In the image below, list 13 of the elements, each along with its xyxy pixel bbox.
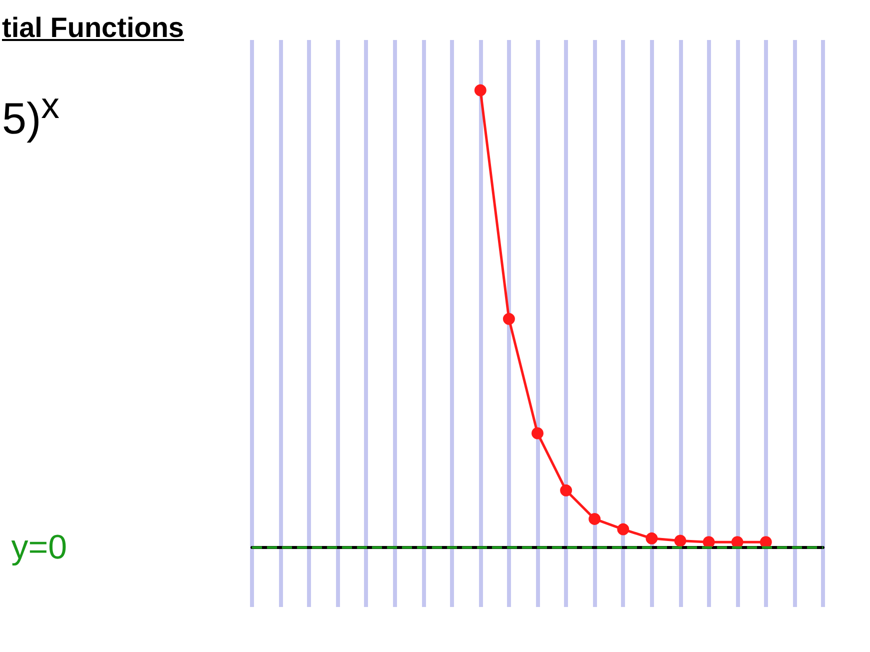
- point: [702, 536, 715, 548]
- chart-title: tial Functions: [2, 12, 184, 44]
- point: [617, 523, 630, 536]
- point: [532, 427, 544, 440]
- text: 5)$^{x}$: [2, 85, 60, 145]
- ref-line-label: y=0: [11, 528, 67, 567]
- point: [502, 312, 515, 325]
- point: [760, 536, 772, 548]
- point: [588, 512, 601, 525]
- point: [646, 532, 658, 544]
- point: [474, 84, 486, 96]
- point: [674, 534, 686, 547]
- point: [560, 484, 572, 496]
